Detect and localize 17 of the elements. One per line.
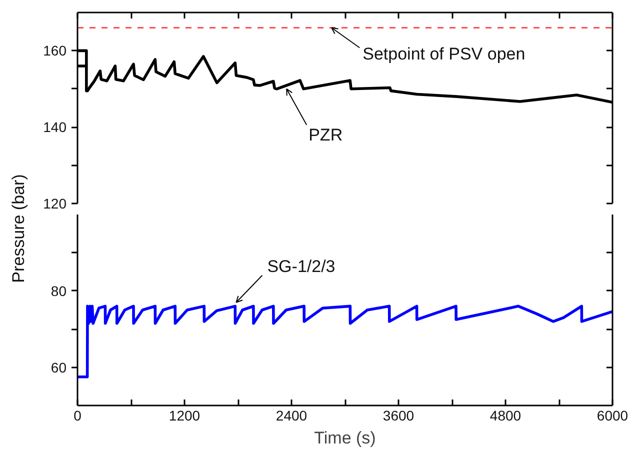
x-tick-label: 3600 [382,408,414,424]
x-tick-label: 0 [74,408,82,424]
annotation: SG-1/2/3 [267,256,336,276]
y-tick-label: 60 [50,359,67,376]
y-tick-label: 140 [43,119,67,136]
annotation: PZR [308,125,343,144]
y-axis-title: Pressure (bar) [9,174,28,283]
x-axis-title: Time (s) [314,428,376,448]
x-tick-label: 1200 [168,408,200,424]
x-tick-label: 6000 [596,408,628,424]
line-series [78,304,612,378]
y-tick-label: 160 [43,42,67,59]
y-tick-label: 120 [43,196,67,212]
y-tick-label: 80 [50,282,67,299]
annotation: Setpoint of PSV open [362,44,526,64]
x-tick-label: 2400 [276,408,308,424]
x-tick-label: 4800 [490,408,522,424]
